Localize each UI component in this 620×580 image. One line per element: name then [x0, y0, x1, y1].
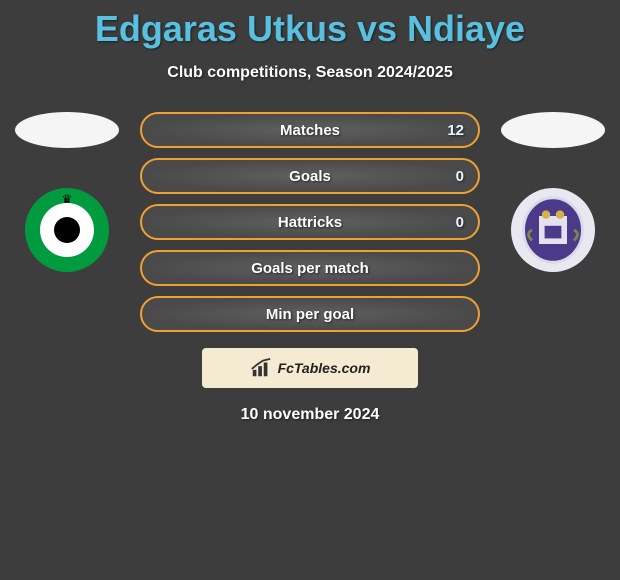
stat-value-right: 0	[456, 168, 464, 185]
stat-label: Matches	[280, 122, 340, 139]
date-text: 10 november 2024	[0, 406, 620, 424]
brand-badge[interactable]: FcTables.com	[202, 348, 418, 388]
player-photo-right	[501, 112, 605, 148]
stat-row-matches: Matches 12	[140, 112, 480, 148]
crown-icon: ♛	[62, 192, 73, 206]
comparison-content: ♛ Matches 12 Goals 0 Hattricks 0 Goals p…	[0, 112, 620, 332]
stats-list: Matches 12 Goals 0 Hattricks 0 Goals per…	[140, 112, 480, 332]
page-title: Edgaras Utkus vs Ndiaye	[0, 0, 620, 50]
stat-value-right: 0	[456, 214, 464, 231]
stat-row-goals-per-match: Goals per match	[140, 250, 480, 286]
right-column	[498, 112, 608, 272]
brand-text: FcTables.com	[278, 360, 371, 376]
player-photo-left	[15, 112, 119, 148]
stat-row-min-per-goal: Min per goal	[140, 296, 480, 332]
stat-label: Goals	[289, 168, 331, 185]
team-crest-left: ♛	[25, 188, 109, 272]
stat-label: Hattricks	[278, 214, 342, 231]
chart-icon	[250, 357, 272, 379]
subtitle: Club competitions, Season 2024/2025	[0, 64, 620, 82]
crest-center	[54, 217, 80, 243]
left-column: ♛	[12, 112, 122, 272]
stat-label: Min per goal	[266, 306, 354, 323]
footer-area: FcTables.com 10 november 2024	[0, 348, 620, 424]
team-crest-right	[511, 188, 595, 272]
crest-inner	[40, 203, 94, 257]
anderlecht-crest-icon	[518, 195, 588, 265]
stat-value-right: 12	[447, 122, 464, 139]
stat-row-goals: Goals 0	[140, 158, 480, 194]
stat-label: Goals per match	[251, 260, 369, 277]
stat-row-hattricks: Hattricks 0	[140, 204, 480, 240]
